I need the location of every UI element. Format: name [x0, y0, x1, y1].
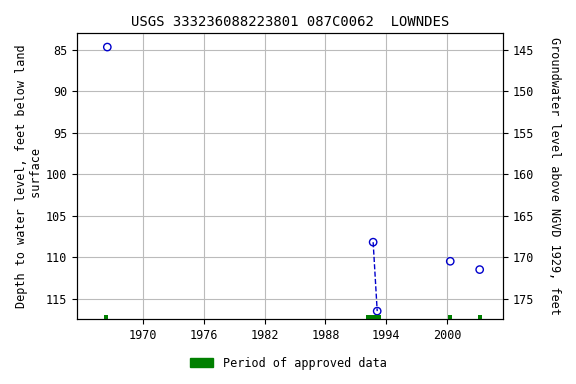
Y-axis label: Groundwater level above NGVD 1929, feet: Groundwater level above NGVD 1929, feet — [548, 37, 561, 315]
Bar — [478, 315, 482, 320]
Point — [373, 308, 382, 314]
Legend: Period of approved data: Period of approved data — [185, 352, 391, 374]
Bar — [104, 315, 108, 320]
Point — [475, 266, 484, 273]
Y-axis label: Depth to water level, feet below land
 surface: Depth to water level, feet below land su… — [15, 45, 43, 308]
Bar — [448, 315, 452, 320]
Point — [103, 44, 112, 50]
Title: USGS 333236088223801 087C0062  LOWNDES: USGS 333236088223801 087C0062 LOWNDES — [131, 15, 449, 29]
Point — [446, 258, 455, 264]
Point — [369, 239, 378, 245]
Bar — [366, 315, 381, 320]
